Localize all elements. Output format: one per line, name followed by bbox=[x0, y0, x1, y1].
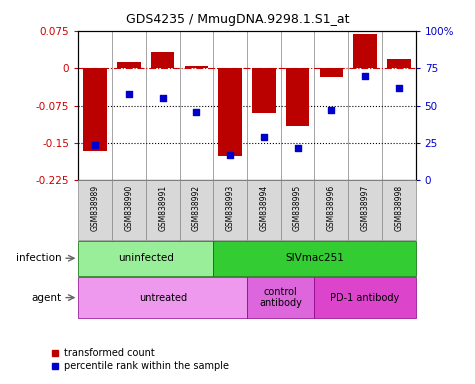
Bar bbox=[78, 241, 213, 276]
Text: GSM838992: GSM838992 bbox=[192, 185, 201, 232]
Bar bbox=[146, 180, 180, 240]
Bar bbox=[151, 52, 174, 68]
Point bbox=[395, 84, 403, 91]
Bar bbox=[353, 34, 377, 68]
Point bbox=[91, 141, 99, 147]
Point bbox=[125, 91, 133, 97]
Text: GSM838993: GSM838993 bbox=[226, 185, 235, 232]
Text: infection: infection bbox=[16, 253, 62, 263]
Bar bbox=[78, 180, 112, 240]
Point bbox=[361, 73, 369, 79]
Bar bbox=[320, 68, 343, 77]
Bar bbox=[314, 180, 348, 240]
Text: uninfected: uninfected bbox=[118, 253, 174, 263]
Bar bbox=[117, 62, 141, 68]
Bar bbox=[281, 180, 314, 240]
Bar bbox=[286, 68, 309, 126]
Bar bbox=[314, 277, 416, 318]
Text: GSM838989: GSM838989 bbox=[91, 185, 100, 232]
Text: agent: agent bbox=[31, 293, 62, 303]
Text: GSM838996: GSM838996 bbox=[327, 185, 336, 232]
Text: SIVmac251: SIVmac251 bbox=[285, 253, 344, 263]
Bar bbox=[78, 277, 247, 318]
Bar bbox=[84, 68, 107, 151]
Bar bbox=[112, 180, 146, 240]
Legend: transformed count, percentile rank within the sample: transformed count, percentile rank withi… bbox=[48, 344, 233, 375]
Bar bbox=[252, 68, 276, 113]
Text: GSM838998: GSM838998 bbox=[394, 185, 403, 232]
Point bbox=[260, 134, 268, 140]
Bar bbox=[247, 180, 281, 240]
Point bbox=[226, 152, 234, 158]
Text: GSM838997: GSM838997 bbox=[361, 185, 370, 232]
Bar bbox=[218, 68, 242, 156]
Point bbox=[159, 95, 166, 101]
Point bbox=[193, 109, 200, 115]
Bar bbox=[185, 66, 208, 68]
Bar bbox=[213, 241, 416, 276]
Bar bbox=[348, 180, 382, 240]
Bar bbox=[180, 180, 213, 240]
Point bbox=[294, 144, 302, 151]
Text: control
antibody: control antibody bbox=[259, 287, 302, 308]
Bar bbox=[213, 180, 247, 240]
Text: PD-1 antibody: PD-1 antibody bbox=[331, 293, 399, 303]
Bar bbox=[247, 277, 314, 318]
Bar bbox=[387, 59, 410, 68]
Bar bbox=[382, 180, 416, 240]
Point bbox=[328, 107, 335, 113]
Text: GDS4235 / MmugDNA.9298.1.S1_at: GDS4235 / MmugDNA.9298.1.S1_at bbox=[126, 13, 349, 26]
Text: GSM838994: GSM838994 bbox=[259, 185, 268, 232]
Text: untreated: untreated bbox=[139, 293, 187, 303]
Text: GSM838991: GSM838991 bbox=[158, 185, 167, 232]
Text: GSM838990: GSM838990 bbox=[124, 185, 133, 232]
Text: GSM838995: GSM838995 bbox=[293, 185, 302, 232]
